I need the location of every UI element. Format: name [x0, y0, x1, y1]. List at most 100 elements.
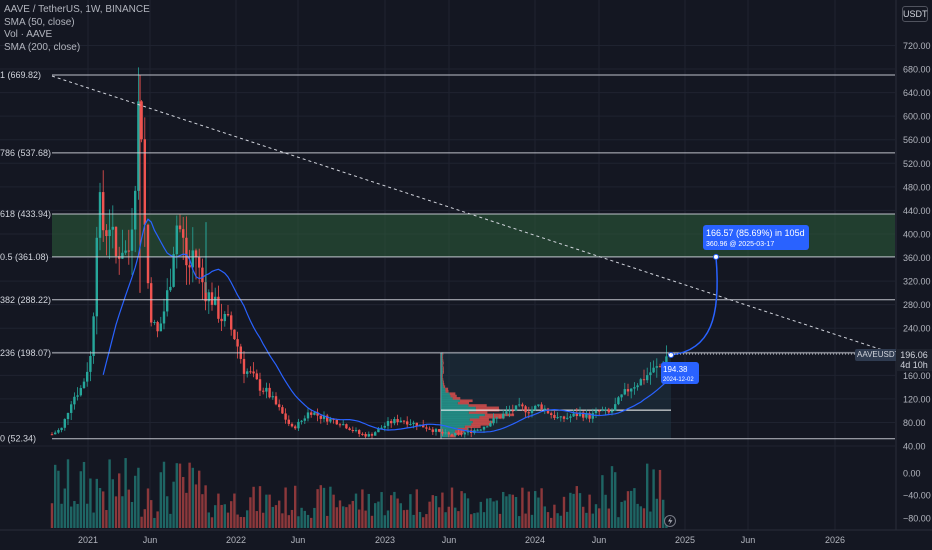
candle-body — [268, 387, 271, 398]
candle-body — [354, 430, 358, 432]
candle-body — [396, 419, 399, 423]
sma-50-path — [102, 218, 667, 433]
candle-body — [534, 405, 537, 410]
candle-body — [70, 404, 73, 413]
candle-body — [642, 379, 646, 381]
vp-bar-down — [452, 397, 461, 400]
candle-body — [585, 413, 588, 418]
vp-bar-up — [441, 373, 443, 377]
symbol-title[interactable]: AAVE / TetherUS, 1W, BINANCE — [4, 4, 150, 15]
candle-body — [169, 286, 172, 291]
price-axis[interactable]: 720.00 680.00 640.00 600.00 560.00 520.00 480.… — [895, 0, 931, 530]
volume-bar — [498, 513, 502, 528]
countdown-value: 4d 10h — [900, 360, 928, 370]
candle-body — [610, 410, 614, 413]
volume-bar — [114, 496, 118, 528]
vp-bar-down — [455, 430, 465, 433]
candle-body — [342, 424, 345, 426]
volume-bar — [614, 472, 617, 528]
candle-body — [511, 410, 514, 412]
volume-bar — [383, 515, 386, 528]
candle-body — [159, 323, 162, 332]
volume-bar — [143, 509, 146, 528]
volume-bar — [415, 489, 418, 528]
volume-bar — [60, 503, 63, 528]
volume-bar — [76, 503, 79, 528]
candle-body — [559, 416, 562, 418]
volume-bar — [287, 515, 290, 528]
volume-bar — [162, 461, 166, 528]
vp-bar-down — [479, 415, 505, 419]
candle-body — [598, 410, 601, 412]
volume-bar — [476, 512, 479, 528]
vp-bar-up — [441, 411, 469, 414]
sma-200-legend[interactable]: SMA (200, close) — [4, 41, 81, 53]
candle-body — [578, 412, 582, 417]
volume-bar — [386, 510, 390, 528]
candle-body — [54, 432, 57, 435]
candle-body — [297, 421, 300, 429]
volume-bar — [79, 471, 82, 528]
vp-bar-up — [441, 359, 443, 363]
vp-bar-up — [441, 385, 444, 388]
volume-bar — [361, 489, 364, 528]
candle-body — [82, 381, 86, 389]
volume-bar — [508, 494, 511, 528]
candle-body — [156, 322, 159, 332]
volume-bar — [364, 510, 367, 528]
time-tick-label: 2022 — [226, 535, 246, 545]
volume-bar — [271, 506, 274, 528]
vp-bar-up — [441, 423, 472, 426]
volume-bar — [226, 512, 230, 528]
vp-bar-down — [457, 427, 469, 431]
price-tick-label: 480.00 — [903, 182, 931, 192]
volume-profile — [440, 352, 671, 439]
volume-bar — [591, 513, 594, 528]
vp-bar-up — [441, 418, 470, 421]
volume-bar — [527, 491, 530, 528]
volume-bar — [233, 493, 236, 528]
volume-bar — [662, 499, 665, 528]
candle-body — [607, 409, 610, 413]
time-axis[interactable]: 2021 Jun 2022 Jun 2023 Jun 2024 Jun 2025 Jun 2026 — [0, 529, 932, 545]
volume-bar — [358, 509, 361, 528]
candle-body — [127, 250, 130, 252]
candle-body — [172, 254, 175, 287]
candle-body — [166, 290, 169, 312]
volume-bar — [338, 500, 342, 528]
volume-bar — [335, 507, 338, 528]
volume-bar — [316, 489, 319, 528]
sma-50-legend[interactable]: SMA (50, close) — [4, 16, 75, 28]
volume-bar — [402, 510, 406, 528]
candle-body — [335, 419, 338, 425]
currency-button[interactable]: USDT — [902, 6, 928, 22]
volume-bar — [505, 496, 508, 528]
volume-bar — [393, 491, 396, 528]
volume-bar — [290, 509, 294, 528]
volume-bar — [146, 488, 150, 528]
volume-bar — [639, 506, 642, 528]
low-marker-box — [661, 362, 699, 384]
volume-bar — [182, 476, 185, 528]
candle-body — [489, 423, 492, 427]
volume-bar — [326, 515, 329, 528]
volume-bar — [63, 488, 66, 528]
candle-body — [444, 432, 447, 434]
candle-body — [652, 367, 655, 373]
candle-body — [409, 424, 412, 426]
vp-bar-up — [441, 366, 443, 370]
volume-bar — [198, 470, 201, 528]
volume-bar — [191, 467, 194, 528]
volume-bar — [425, 514, 428, 528]
volume-bar — [153, 517, 156, 528]
low-marker-date: 2024-12-02 — [663, 377, 694, 383]
volume-bar — [354, 493, 358, 528]
volume-legend[interactable]: Vol · AAVE — [4, 29, 53, 40]
candle-body — [482, 426, 486, 430]
vp-bar-down — [445, 387, 449, 391]
candle-body — [95, 237, 98, 317]
candle-body — [450, 434, 454, 436]
candle-body — [569, 416, 572, 418]
candle-body — [498, 417, 502, 419]
